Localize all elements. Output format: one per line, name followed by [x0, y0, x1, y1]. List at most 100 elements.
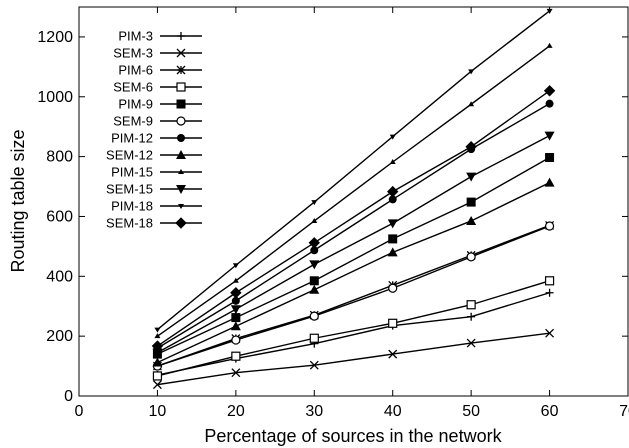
series-SEM-18 — [151, 85, 556, 352]
data-point-SEM-3-50 — [466, 338, 476, 348]
data-point-SEM-9-20 — [231, 335, 241, 345]
legend-item: PIM-6 — [118, 63, 202, 78]
legend-item: SEM-18 — [106, 216, 202, 231]
legend-marker-PIM-15 — [178, 169, 184, 174]
data-point-SEM-6-20 — [231, 351, 241, 361]
data-point-SEM-15-20 — [230, 305, 241, 315]
data-point-SEM-15-60 — [544, 131, 555, 141]
series-PIM-15 — [154, 42, 553, 339]
data-point-PIM-18-30 — [311, 200, 318, 206]
legend-marker-PIM-3 — [177, 32, 185, 40]
data-point-SEM-12-40 — [387, 247, 398, 257]
data-point-PIM-15-50 — [468, 101, 475, 107]
legend-marker-SEM-12 — [176, 150, 186, 159]
data-point-PIM-3-60 — [545, 288, 554, 297]
legend-label: PIM-3 — [118, 29, 153, 44]
legend-label: SEM-3 — [113, 46, 153, 61]
legend-label: PIM-18 — [111, 199, 153, 214]
data-point-SEM-12-20 — [230, 321, 241, 331]
data-point-PIM-3-50 — [467, 312, 476, 321]
data-point-PIM-15-30 — [311, 217, 318, 223]
legend-item: SEM-3 — [113, 46, 202, 61]
x-tick-label: 30 — [305, 403, 323, 420]
legend-label: PIM-12 — [111, 131, 153, 146]
series-SEM-15 — [152, 131, 555, 358]
legend-marker-PIM-6 — [176, 65, 186, 75]
legend-marker-SEM-15 — [176, 185, 186, 194]
legend-item: SEM-12 — [106, 148, 202, 163]
series-SEM-12 — [152, 177, 555, 367]
data-point-PIM-9-60 — [545, 153, 555, 163]
x-tick-label: 40 — [384, 403, 402, 420]
series-PIM-18 — [154, 8, 553, 333]
legend-label: SEM-9 — [113, 114, 153, 129]
data-point-PIM-15-40 — [389, 159, 396, 165]
data-point-SEM-12-60 — [544, 177, 555, 187]
plot-frame — [78, 6, 629, 397]
data-point-SEM-18-20 — [230, 287, 242, 299]
series-line-PIM-6 — [157, 224, 550, 367]
data-point-PIM-18-20 — [232, 263, 239, 269]
data-point-PIM-9-40 — [388, 234, 398, 244]
data-point-PIM-18-10 — [154, 327, 161, 333]
x-tick-label: 20 — [227, 403, 245, 420]
series-layer — [151, 8, 556, 390]
data-point-PIM-9-30 — [309, 276, 319, 286]
data-point-SEM-9-60 — [544, 221, 555, 231]
y-tick-label: 0 — [64, 388, 73, 405]
x-tick-label: 10 — [149, 403, 167, 420]
legend-item: PIM-15 — [111, 165, 202, 180]
y-tick-label: 400 — [46, 268, 73, 285]
series-line-PIM-3 — [157, 292, 550, 376]
data-point-SEM-9-50 — [466, 252, 476, 262]
legend-item: SEM-9 — [113, 114, 202, 129]
legend-label: PIM-9 — [118, 97, 153, 112]
series-PIM-9 — [152, 153, 555, 359]
data-point-SEM-6-40 — [388, 318, 398, 328]
legend-label: SEM-6 — [113, 80, 153, 95]
legend-marker-SEM-9 — [176, 116, 186, 126]
legend-item: PIM-3 — [118, 29, 202, 44]
data-point-SEM-15-40 — [387, 219, 398, 229]
data-point-SEM-3-60 — [545, 328, 555, 338]
series-line-SEM-12 — [157, 182, 550, 364]
data-point-PIM-12-40 — [388, 195, 397, 204]
data-point-PIM-12-20 — [231, 296, 240, 305]
x-tick-label: 60 — [541, 403, 559, 420]
legend-marker-PIM-18 — [178, 204, 184, 209]
series-line-PIM-18 — [156, 10, 550, 331]
data-point-SEM-3-20 — [231, 368, 241, 378]
y-tick-label: 1000 — [37, 89, 73, 106]
data-point-SEM-15-10 — [152, 348, 163, 358]
series-SEM-6 — [152, 276, 555, 381]
legend-label: PIM-15 — [111, 165, 153, 180]
series-line-SEM-6 — [157, 280, 550, 377]
series-line-PIM-15 — [157, 45, 550, 337]
y-tick-label: 600 — [46, 208, 73, 225]
legend-item: PIM-18 — [111, 199, 202, 214]
data-point-SEM-3-30 — [309, 360, 319, 370]
legend-marker-SEM-3 — [176, 48, 186, 58]
data-point-SEM-6-10 — [152, 371, 163, 381]
data-point-PIM-15-10 — [154, 333, 161, 339]
legend-item: PIM-12 — [111, 131, 202, 146]
data-point-PIM-15-20 — [232, 277, 239, 283]
legend: PIM-3 SEM-3 PIM-6 SEM-6 PIM-9 SEM-9 PIM-12 SEM-… — [106, 29, 202, 231]
data-point-PIM-12-60 — [545, 99, 554, 108]
series-PIM-12 — [153, 99, 554, 353]
data-point-SEM-12-30 — [309, 284, 320, 294]
series-line-SEM-9 — [157, 225, 550, 367]
data-point-SEM-3-10 — [152, 380, 162, 390]
data-point-SEM-15-50 — [466, 172, 477, 182]
data-point-PIM-15-60 — [546, 42, 553, 48]
data-point-SEM-6-60 — [544, 276, 555, 286]
series-line-SEM-3 — [157, 332, 550, 386]
legend-marker-SEM-6 — [176, 82, 186, 92]
data-point-PIM-9-50 — [466, 197, 476, 207]
legend-label: SEM-18 — [106, 216, 153, 231]
data-point-PIM-18-60 — [546, 8, 553, 14]
x-tick-label: 0 — [75, 403, 84, 420]
series-SEM-9 — [152, 221, 555, 371]
